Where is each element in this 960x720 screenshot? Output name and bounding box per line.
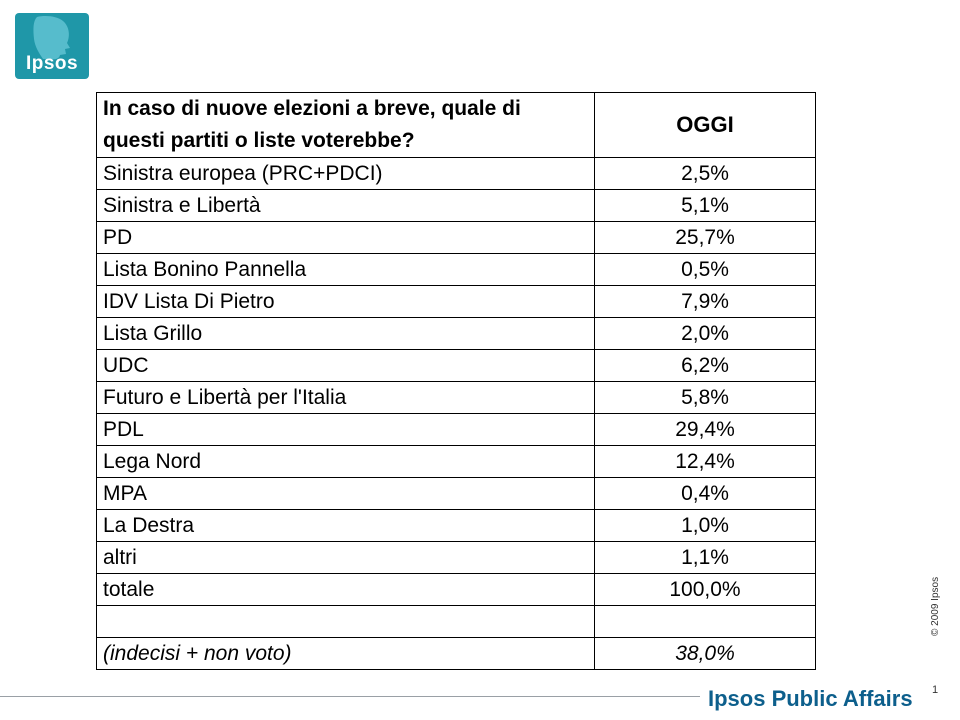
- table-row: Lista Bonino Pannella 0,5%: [96, 253, 816, 286]
- party-value: 1,1%: [594, 541, 816, 574]
- party-label: altri: [96, 541, 595, 574]
- table-header-row: In caso di nuove elezioni a breve, quale…: [96, 92, 816, 158]
- party-value: 7,9%: [594, 285, 816, 318]
- table-row: MPA 0,4%: [96, 477, 816, 510]
- party-label: (indecisi + non voto): [96, 637, 595, 670]
- party-label: UDC: [96, 349, 595, 382]
- table-row: Sinistra europea (PRC+PDCI) 2,5%: [96, 157, 816, 190]
- party-label: [96, 605, 595, 638]
- table-row: Futuro e Libertà per l'Italia 5,8%: [96, 381, 816, 414]
- party-value: 6,2%: [594, 349, 816, 382]
- copyright-note: © 2009 Ipsos: [930, 576, 941, 636]
- party-label: Sinistra europea (PRC+PDCI): [96, 157, 595, 190]
- party-value: 2,5%: [594, 157, 816, 190]
- table-row: totale 100,0%: [96, 573, 816, 606]
- party-value: 2,0%: [594, 317, 816, 350]
- question-header: In caso di nuove elezioni a breve, quale…: [96, 92, 595, 158]
- table-row: UDC 6,2%: [96, 349, 816, 382]
- logo-text: Ipsos: [25, 53, 79, 74]
- party-value: 29,4%: [594, 413, 816, 446]
- footer-divider: [0, 696, 700, 697]
- table-row: altri 1,1%: [96, 541, 816, 574]
- table-row: Lista Grillo 2,0%: [96, 317, 816, 350]
- table-row: PDL 29,4%: [96, 413, 816, 446]
- table-row: [96, 605, 816, 638]
- party-value: 0,5%: [594, 253, 816, 286]
- party-label: totale: [96, 573, 595, 606]
- page-number: 1: [932, 684, 939, 696]
- party-label: La Destra: [96, 509, 595, 542]
- party-value: 25,7%: [594, 221, 816, 254]
- party-value: 5,8%: [594, 381, 816, 414]
- party-value: 5,1%: [594, 189, 816, 222]
- party-label: Futuro e Libertà per l'Italia: [96, 381, 595, 414]
- party-label: Sinistra e Libertà: [96, 189, 595, 222]
- party-label: MPA: [96, 477, 595, 510]
- party-label: IDV Lista Di Pietro: [96, 285, 595, 318]
- party-value: 100,0%: [594, 573, 816, 606]
- table-row: PD 25,7%: [96, 221, 816, 254]
- ipsos-profile-icon: [33, 16, 70, 60]
- poll-results-table: In caso di nuove elezioni a breve, quale…: [96, 92, 816, 670]
- party-label: Lista Grillo: [96, 317, 595, 350]
- brand-name: Ipsos Public Affairs: [708, 686, 913, 711]
- party-label: Lega Nord: [96, 445, 595, 478]
- party-value: 12,4%: [594, 445, 816, 478]
- party-value: 38,0%: [594, 637, 816, 670]
- table-row: (indecisi + non voto) 38,0%: [96, 637, 816, 670]
- party-value: 1,0%: [594, 509, 816, 542]
- table-row: Sinistra e Libertà 5,1%: [96, 189, 816, 222]
- party-value: 0,4%: [594, 477, 816, 510]
- table-row: IDV Lista Di Pietro 7,9%: [96, 285, 816, 318]
- table-row: Lega Nord 12,4%: [96, 445, 816, 478]
- column-header-oggi: OGGI: [594, 92, 816, 158]
- party-label: Lista Bonino Pannella: [96, 253, 595, 286]
- ipsos-logo: Ipsos: [15, 13, 89, 79]
- party-label: PD: [96, 221, 595, 254]
- table-row: La Destra 1,0%: [96, 509, 816, 542]
- party-value: [594, 605, 816, 638]
- party-label: PDL: [96, 413, 595, 446]
